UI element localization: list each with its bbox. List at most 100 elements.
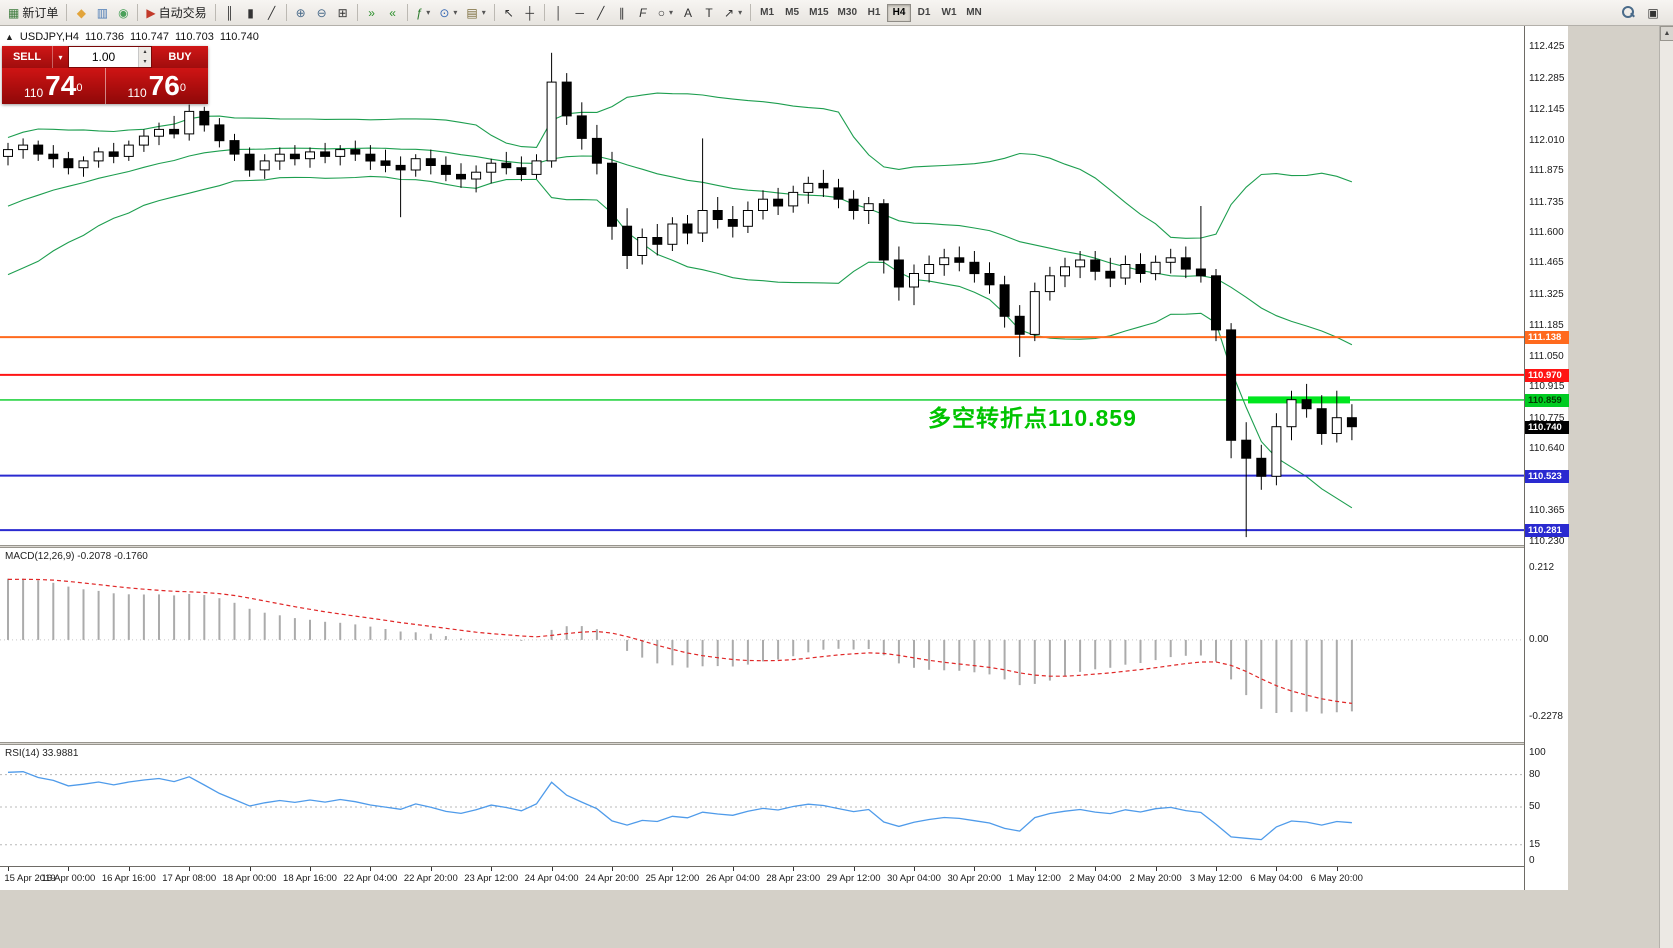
templates-button[interactable]: ▤ ▾ xyxy=(462,3,489,23)
bollinger-upper-band xyxy=(7,92,1353,239)
time-label: 23 Apr 12:00 xyxy=(464,873,519,884)
time-tick xyxy=(974,867,976,871)
chevron-down-icon: ▾ xyxy=(426,8,431,17)
tile-windows-button[interactable]: ⊞ xyxy=(333,3,353,23)
tile-windows-icon: ⊞ xyxy=(337,5,348,20)
toolbar-right-group: ▣ xyxy=(1618,3,1669,23)
candle-body xyxy=(1256,457,1267,477)
candle-body xyxy=(1241,439,1252,459)
horizontal-line-tool-button[interactable]: ─ xyxy=(570,3,590,23)
timeframe-button-w1[interactable]: W1 xyxy=(937,4,961,22)
candlestick-chart-button[interactable]: ▮ xyxy=(241,3,261,23)
timeframe-button-m5[interactable]: M5 xyxy=(780,4,804,22)
label-icon: T xyxy=(705,5,713,20)
time-label: 1 May 12:00 xyxy=(1008,873,1061,884)
candle-body xyxy=(878,203,889,261)
candle-body xyxy=(48,153,59,160)
toolbar-separator xyxy=(493,4,495,21)
timeframe-button-h4[interactable]: H4 xyxy=(887,3,911,22)
candle-body xyxy=(1029,291,1040,335)
auto-trading-button[interactable]: ▶ 自动交易 xyxy=(142,3,210,23)
macd-indicator[interactable] xyxy=(0,548,1524,742)
candle-body xyxy=(742,210,753,227)
cursor-tool-button[interactable]: ↖ xyxy=(499,3,519,23)
vertical-line-tool-button[interactable]: │ xyxy=(549,3,569,23)
buy-button[interactable]: BUY xyxy=(152,46,208,68)
zoom-out-button[interactable]: ⊖ xyxy=(312,3,332,23)
candle-body xyxy=(1286,399,1297,428)
price-chart[interactable] xyxy=(0,28,1524,545)
pane-resize-handle-macd[interactable] xyxy=(0,545,1568,548)
timeframe-button-m15[interactable]: M15 xyxy=(805,4,832,22)
trade-panel-toggle[interactable]: ▲ xyxy=(5,32,14,42)
mql5-market-button[interactable]: ◆ xyxy=(71,3,91,23)
time-label: 30 Apr 20:00 xyxy=(947,873,1002,884)
highlight-band-110859[interactable] xyxy=(1248,396,1350,404)
channel-tool-button[interactable]: ∥ xyxy=(612,3,632,23)
toolbar-separator xyxy=(406,4,408,21)
time-label: 30 Apr 04:00 xyxy=(887,873,941,884)
volume-input[interactable] xyxy=(69,47,138,67)
vertical-scrollbar[interactable]: ▲ xyxy=(1659,26,1673,948)
zoom-in-button[interactable]: ⊕ xyxy=(291,3,311,23)
candle-body xyxy=(244,153,255,171)
indicators-button[interactable]: ƒ ▾ xyxy=(412,3,435,23)
crosshair-tool-button[interactable]: ┼ xyxy=(520,3,540,23)
scroll-up-arrow[interactable]: ▲ xyxy=(1660,26,1673,41)
sell-button[interactable]: SELL xyxy=(2,46,52,68)
auto-scroll-icon: » xyxy=(368,5,375,20)
candle-body xyxy=(63,158,74,169)
fibonacci-tool-button[interactable]: F xyxy=(633,3,653,23)
cursor-icon: ↖ xyxy=(503,5,514,20)
price-scale[interactable]: 112.425 112.285 112.145 112.010 111.875 111.7… xyxy=(1524,26,1569,890)
candle-body xyxy=(93,151,104,162)
line-chart-button[interactable]: ╱ xyxy=(262,3,282,23)
bar-chart-button[interactable]: ║ xyxy=(220,3,240,23)
community-button[interactable]: ◉ xyxy=(113,3,133,23)
window-icon: ▣ xyxy=(1647,5,1659,20)
new-order-icon: ▦ xyxy=(8,5,20,20)
chart-annotation-text[interactable]: 多空转折点110.859 xyxy=(928,405,1137,431)
sell-price-button[interactable]: 110 74 0 xyxy=(2,68,106,104)
macd-label: MACD(12,26,9) -0.2078 -0.1760 xyxy=(5,551,148,562)
order-type-dropdown[interactable]: ▾ xyxy=(52,46,68,68)
time-scale[interactable]: 15 Apr 2019 16 Apr 00:00 16 Apr 16:00 17 Ap… xyxy=(0,866,1524,890)
volume-up-button[interactable]: ▴ xyxy=(139,47,151,57)
search-button[interactable] xyxy=(1618,3,1639,23)
timeframe-button-mn[interactable]: MN xyxy=(962,4,986,22)
buy-price-button[interactable]: 110 76 0 xyxy=(105,68,208,104)
window-list-button[interactable]: ▣ xyxy=(1643,3,1663,23)
arrows-tool-button[interactable]: ↗ ▾ xyxy=(720,3,746,23)
time-label: 22 Apr 04:00 xyxy=(343,873,398,884)
candle-body xyxy=(108,151,119,157)
candle-body xyxy=(939,257,950,266)
candle-body xyxy=(456,173,466,180)
text-tool-button[interactable]: A xyxy=(678,3,698,23)
timeframe-button-m30[interactable]: M30 xyxy=(834,4,861,22)
label-tool-button[interactable]: T xyxy=(699,3,719,23)
right-workspace: ▲ xyxy=(1568,26,1673,948)
timeframe-button-d1[interactable]: D1 xyxy=(912,4,936,22)
auto-scroll-button[interactable]: » xyxy=(362,3,382,23)
trendline-tool-button[interactable]: ╱ xyxy=(591,3,611,23)
candle-body xyxy=(395,164,406,171)
community-icon: ◉ xyxy=(118,5,129,20)
quote-close: 110.740 xyxy=(219,31,259,43)
pane-resize-handle-rsi[interactable] xyxy=(0,742,1568,745)
clock-icon: ⊙ xyxy=(439,5,450,20)
rsi-indicator[interactable] xyxy=(0,745,1524,866)
charts-window-button[interactable]: ▥ xyxy=(92,3,112,23)
time-label: 16 Apr 00:00 xyxy=(41,873,96,884)
zoom-in-icon: ⊕ xyxy=(295,5,306,20)
new-order-button[interactable]: ▦ 新订单 xyxy=(4,3,62,23)
timeframe-button-m1[interactable]: M1 xyxy=(755,4,779,22)
time-tick xyxy=(793,867,795,871)
candle-body xyxy=(1180,257,1191,270)
candle-body xyxy=(1105,270,1116,279)
shapes-tool-button[interactable]: ○ ▾ xyxy=(654,3,677,23)
periods-button[interactable]: ⊙ ▾ xyxy=(435,3,461,23)
line-chart-icon: ╱ xyxy=(267,5,276,20)
timeframe-button-h1[interactable]: H1 xyxy=(862,4,886,22)
chart-shift-button[interactable]: « xyxy=(383,3,403,23)
volume-down-button[interactable]: ▾ xyxy=(139,57,151,67)
